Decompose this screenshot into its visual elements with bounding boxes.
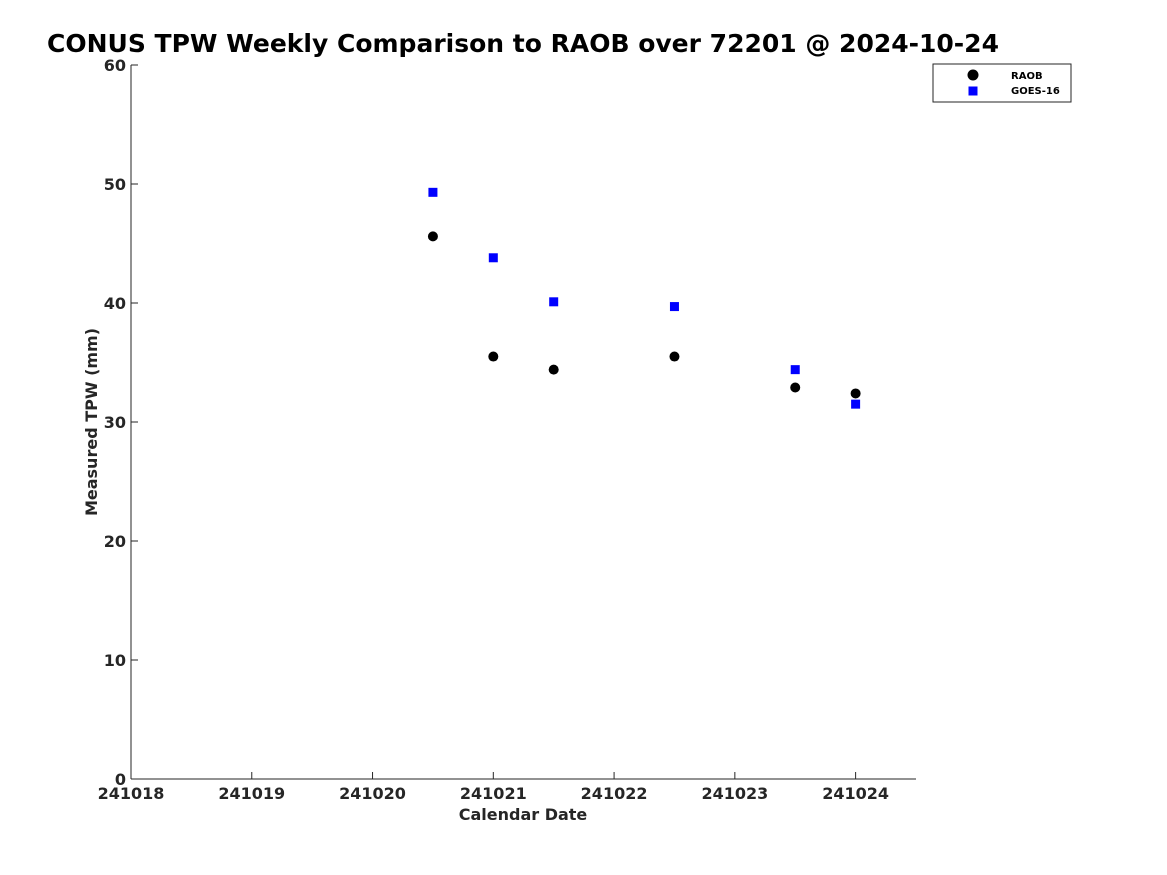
- point-goes16: [549, 297, 559, 307]
- legend: RAOB GOES-16: [932, 63, 1072, 103]
- legend-raob-label: RAOB: [1011, 71, 1043, 82]
- point-goes16: [428, 187, 438, 197]
- point-raob: [488, 351, 499, 362]
- point-goes16: [488, 253, 498, 263]
- x-axis-label: Calendar Date: [459, 805, 588, 824]
- legend-raob-marker: [967, 69, 979, 81]
- legend-box: [932, 63, 1072, 103]
- x-tick-label: 241018: [98, 784, 165, 803]
- y-tick-label: 60: [104, 56, 126, 75]
- point-goes16: [669, 302, 679, 312]
- y-tick-label: 40: [104, 294, 126, 313]
- y-tick-label: 30: [104, 413, 126, 432]
- legend-goes16-label: GOES-16: [1011, 86, 1060, 97]
- y-tick-label: 10: [104, 651, 126, 670]
- y-tick-label: 0: [115, 770, 126, 789]
- y-axis-label: Measured TPW (mm): [82, 328, 101, 516]
- legend-goes16-marker: [968, 86, 978, 96]
- y-ticks: 0 10 20 30 40 50 60: [104, 56, 138, 789]
- point-goes16: [851, 399, 861, 409]
- point-raob: [850, 388, 861, 399]
- x-tick-label: 241019: [218, 784, 285, 803]
- chart-title: CONUS TPW Weekly Comparison to RAOB over…: [47, 29, 999, 58]
- x-tick-label: 241020: [339, 784, 406, 803]
- x-ticks: 241018 241019 241020 241021 241022 241023 2410…: [98, 772, 889, 803]
- x-tick-label: 241024: [822, 784, 889, 803]
- point-raob: [790, 382, 801, 393]
- point-raob: [427, 231, 438, 242]
- point-goes16: [790, 365, 800, 375]
- y-tick-label: 50: [104, 175, 126, 194]
- point-raob: [548, 364, 559, 375]
- axes: [130, 65, 916, 780]
- x-tick-label: 241021: [460, 784, 527, 803]
- point-raob: [669, 351, 680, 362]
- data-markers: [427, 187, 861, 409]
- y-tick-label: 20: [104, 532, 126, 551]
- x-tick-label: 241022: [581, 784, 648, 803]
- x-tick-label: 241023: [701, 784, 768, 803]
